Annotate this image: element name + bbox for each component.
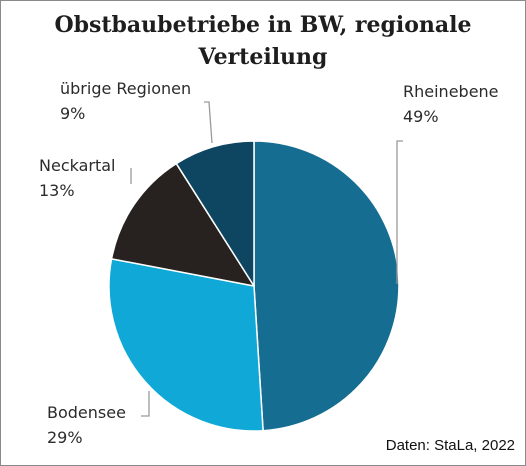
leader-lines (130, 101, 403, 417)
slice-label-uebrige: übrige Regionen (60, 79, 191, 98)
slice-label-bodensee: Bodensee (47, 403, 126, 422)
chart-title: Obstbaubetriebe in BW, regionale Verteil… (54, 12, 472, 70)
slice-labels: Rheinebene 49% Bodensee 29% Neckartal 13… (39, 79, 499, 447)
slice-value-rheinebene: 49% (403, 107, 439, 126)
leader-line-uebrige (204, 101, 213, 144)
source-note: Daten: StaLa, 2022 (385, 437, 515, 454)
pie-slice-rheinebene (253, 140, 400, 432)
slice-label-rheinebene: Rheinebene (403, 82, 499, 101)
pie-slice-uebrige (175, 140, 255, 287)
pie-slice-bodensee (108, 258, 264, 432)
slice-value-neckartal: 13% (39, 181, 75, 200)
leader-line-bodensee (141, 391, 150, 417)
slice-value-bodensee: 29% (47, 428, 83, 447)
slice-value-uebrige: 9% (60, 104, 85, 123)
pie-slice-neckartal (110, 162, 255, 287)
pie-slices (108, 140, 400, 432)
leader-line-rheinebene (396, 140, 403, 284)
slice-label-neckartal: Neckartal (39, 156, 116, 175)
